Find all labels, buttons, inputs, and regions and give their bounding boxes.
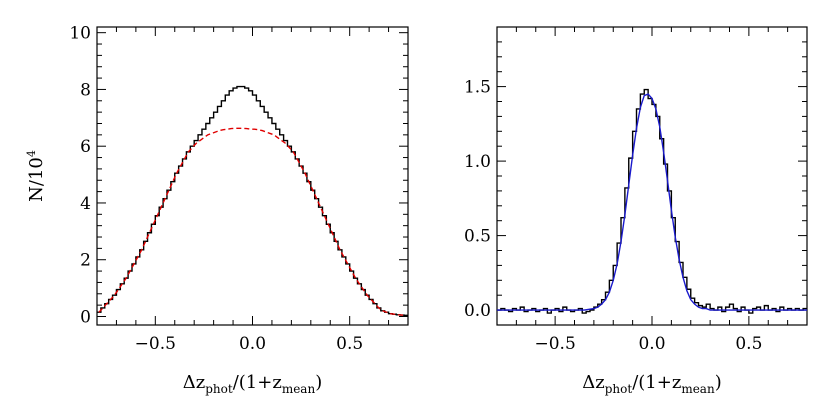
right-x-axis-label: Δzphot/(1+zmean) [582,372,721,396]
x-tick-label: 0.5 [336,334,363,354]
y-tick-label: 6 [80,137,91,157]
left-ticks [96,27,409,325]
left-plot-frame [96,26,409,326]
left-panel: −0.5 0.0 0.5 0 2 4 6 8 10 Δzphot/(1+zmean) N/10… [25,24,409,396]
y-tick-label: 1.0 [464,152,491,172]
left-x-tick-labels: −0.5 0.0 0.5 [135,334,364,354]
x-tick-label: 0.0 [239,334,266,354]
histogram-series-0 [497,88,807,314]
left-y-axis-label: N/104 [25,150,47,202]
right-x-tick-labels: −0.5 0.0 0.5 [534,334,762,354]
right-y-tick-labels: 0.0 0.5 1.0 1.5 [464,78,491,322]
fit-series-1 [497,93,807,311]
y-tick-label: 10 [69,24,91,44]
x-tick-label: 0.5 [735,334,762,354]
y-tick-label: 8 [80,80,91,100]
x-tick-label: −0.5 [534,334,575,354]
y-tick-label: 2 [80,251,91,271]
left-x-axis-label: Δzphot/(1+zmean) [183,372,322,396]
y-tick-label: 0 [80,307,91,327]
right-plot-frame [496,26,808,326]
y-tick-label: 0.0 [464,301,491,321]
dashed-fit-series-1 [98,127,407,317]
y-tick-label: 4 [80,194,91,214]
x-tick-label: 0.0 [638,334,665,354]
y-tick-label: 1.5 [464,78,491,98]
right-series [497,88,807,314]
x-tick-label: −0.5 [135,334,176,354]
histogram-series-0 [97,85,408,317]
left-y-tick-labels: 0 2 4 6 8 10 [69,24,91,328]
left-series [97,85,408,317]
right-panel: −0.5 0.0 0.5 0.0 0.5 1.0 1.5 Δzphot/(1+zmean) [464,26,808,396]
y-tick-label: 0.5 [464,227,491,247]
right-ticks [496,26,808,326]
